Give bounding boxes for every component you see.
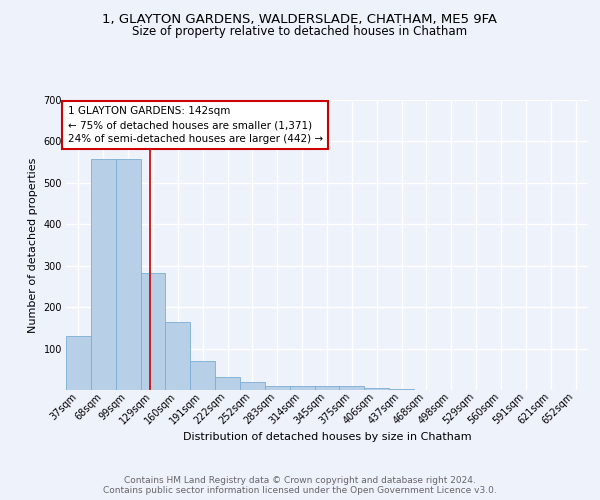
Y-axis label: Number of detached properties: Number of detached properties — [28, 158, 38, 332]
X-axis label: Distribution of detached houses by size in Chatham: Distribution of detached houses by size … — [182, 432, 472, 442]
Bar — [91, 159, 116, 390]
Bar — [166, 322, 190, 390]
Bar — [116, 159, 140, 390]
Bar — [290, 386, 314, 390]
Bar — [215, 376, 240, 390]
Bar — [265, 386, 290, 390]
Text: 1 GLAYTON GARDENS: 142sqm
← 75% of detached houses are smaller (1,371)
24% of se: 1 GLAYTON GARDENS: 142sqm ← 75% of detac… — [68, 106, 323, 144]
Bar — [140, 273, 166, 390]
Bar — [240, 382, 265, 390]
Bar — [364, 388, 389, 390]
Bar — [389, 389, 414, 390]
Bar — [190, 361, 215, 390]
Bar — [340, 386, 364, 390]
Text: Size of property relative to detached houses in Chatham: Size of property relative to detached ho… — [133, 25, 467, 38]
Text: Contains HM Land Registry data © Crown copyright and database right 2024.
Contai: Contains HM Land Registry data © Crown c… — [103, 476, 497, 495]
Bar — [314, 386, 340, 390]
Text: 1, GLAYTON GARDENS, WALDERSLADE, CHATHAM, ME5 9FA: 1, GLAYTON GARDENS, WALDERSLADE, CHATHAM… — [103, 12, 497, 26]
Bar — [66, 336, 91, 390]
